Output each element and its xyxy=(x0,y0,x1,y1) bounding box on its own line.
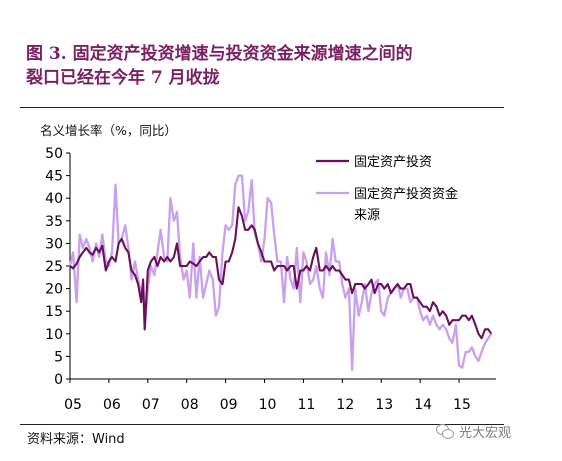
y-tick-label: 20 xyxy=(45,282,63,298)
chart-title-line-2: 裂口已经在今年 7 月收拢 xyxy=(26,68,220,88)
watermark-text: 光大宏观 xyxy=(459,426,512,441)
x-tick-label: 13 xyxy=(375,397,393,413)
y-tick-label: 50 xyxy=(45,146,63,162)
x-tick-label: 10 xyxy=(259,397,277,413)
footer-divider xyxy=(20,424,504,425)
legend-label-2: 固定资产投资资金 xyxy=(354,186,458,202)
series-line-2 xyxy=(68,174,493,372)
y-tick-label: 15 xyxy=(45,304,63,320)
x-tick-label: 06 xyxy=(103,397,121,413)
y-tick-label: 0 xyxy=(54,372,63,388)
y-tick-label: 25 xyxy=(45,259,63,275)
chart-title-line-1: 图 3. 固定资产投资增速与投资资金来源增速之间的 xyxy=(26,44,413,64)
y-tick-label: 30 xyxy=(45,236,63,252)
title-divider xyxy=(20,107,504,108)
x-tick-label: 05 xyxy=(64,397,82,413)
y-tick-label: 10 xyxy=(45,327,63,343)
x-tick-label: 07 xyxy=(142,397,160,413)
y-tick-label: 45 xyxy=(45,169,63,185)
x-tick-label: 11 xyxy=(298,397,316,413)
chart-title: 图 3. 固定资产投资增速与投资资金来源增速之间的 裂口已经在今年 7 月收拢 xyxy=(26,42,546,90)
y-tick-label: 5 xyxy=(54,349,63,365)
x-tick-label: 08 xyxy=(181,397,199,413)
source-note: 资料来源：Wind xyxy=(27,432,125,447)
legend-label-1: 固定资产投资 xyxy=(354,154,432,170)
x-tick-label: 15 xyxy=(453,397,471,413)
chart-series xyxy=(68,174,493,372)
legend-label-2-cont: 来源 xyxy=(354,208,380,223)
x-tick-label: 09 xyxy=(220,397,238,413)
y-tick-label: 40 xyxy=(45,191,63,207)
series-line-1 xyxy=(69,206,493,340)
wechat-icon xyxy=(436,424,454,439)
y-tick-label: 35 xyxy=(45,214,63,230)
x-tick-label: 12 xyxy=(336,397,354,413)
x-tick-label: 14 xyxy=(414,397,432,413)
y-axis-label: 名义增长率（%，同比） xyxy=(40,123,177,138)
watermark: 光大宏观 xyxy=(436,422,511,441)
